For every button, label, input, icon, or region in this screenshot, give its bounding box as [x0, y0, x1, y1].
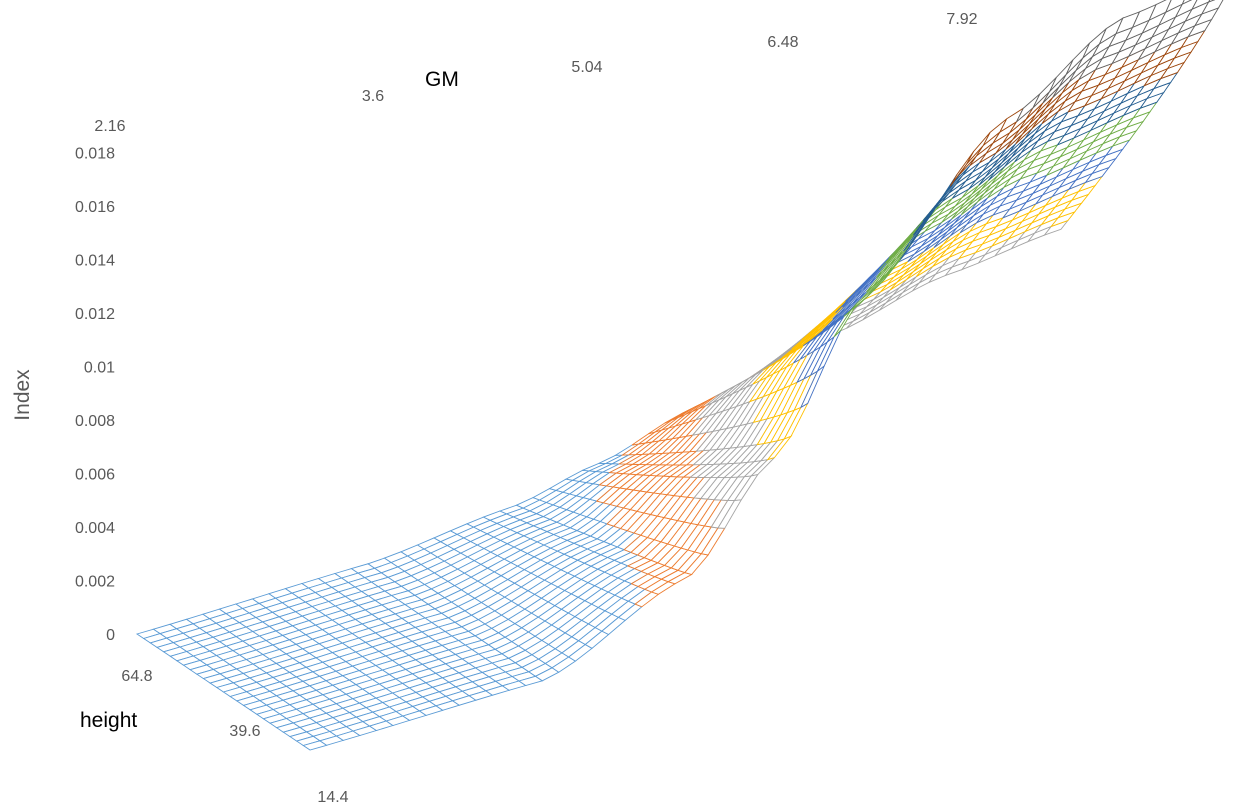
x-tick-label: 5.04 — [571, 59, 602, 76]
surface-cell — [1181, 0, 1193, 6]
z-tick-label: 0.016 — [75, 199, 115, 216]
z-tick-label: 0.008 — [75, 413, 115, 430]
y-tick-label: 39.6 — [229, 723, 260, 740]
surface-cell — [1191, 0, 1211, 11]
z-tick-label: 0.018 — [75, 146, 115, 163]
x-axis-title: GM — [425, 68, 459, 91]
z-tick-label: 0.002 — [75, 574, 115, 591]
surface-cell — [1174, 0, 1198, 18]
y-axis-ticks: 14.4 39.6 64.8 — [121, 668, 348, 805]
surface-cell — [1200, 0, 1224, 15]
x-tick-label: 7.92 — [946, 11, 977, 28]
z-axis-ticks: 0 0.002 0.004 0.006 0.008 0.01 0.012 0.014 0.016… — [75, 146, 115, 645]
x-tick-label: 6.48 — [767, 34, 798, 51]
y-tick-label: 64.8 — [121, 668, 152, 685]
z-tick-label: 0 — [106, 627, 115, 644]
y-axis-title: height — [80, 709, 137, 732]
surface-cell — [1148, 0, 1172, 22]
surface-cell — [1164, 0, 1185, 14]
x-axis-ticks: 2.16 3.6 5.04 6.48 7.92 — [94, 11, 977, 135]
z-axis-title: Index — [11, 369, 34, 421]
z-tick-label: 0.004 — [75, 520, 115, 537]
z-tick-label: 0.012 — [75, 306, 115, 323]
surface-cell — [1207, 0, 1216, 3]
surface-mesh — [135, 0, 1224, 751]
y-tick-label: 14.4 — [317, 789, 348, 805]
x-tick-label: 3.6 — [362, 88, 384, 105]
z-tick-label: 0.006 — [75, 467, 115, 484]
z-tick-label: 0.014 — [75, 253, 115, 270]
z-tick-label: 0.01 — [84, 360, 115, 377]
x-tick-label: 2.16 — [94, 118, 125, 135]
